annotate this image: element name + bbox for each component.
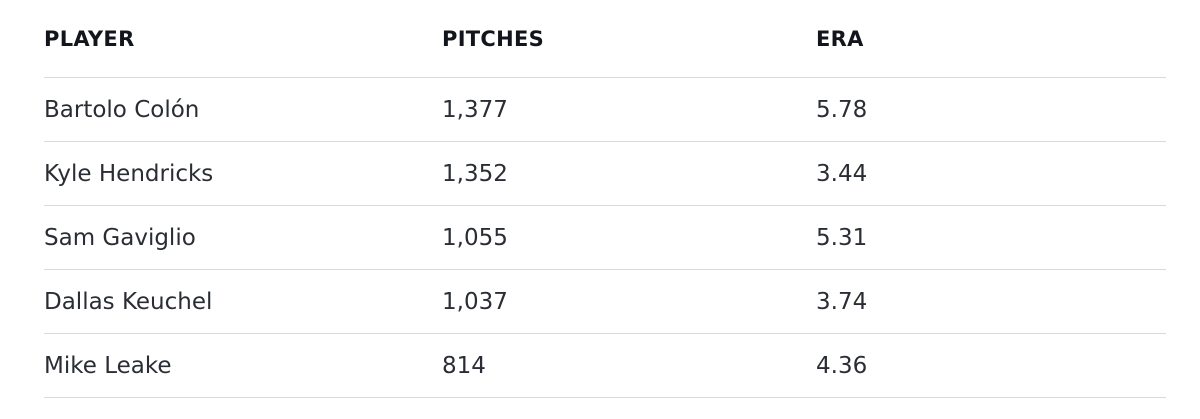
header-pitches: PITCHES xyxy=(442,0,816,78)
era-cell: 4.36 xyxy=(816,333,1166,398)
pitches-cell: 1,352 xyxy=(442,141,816,206)
era-cell: 5.31 xyxy=(816,205,1166,270)
era-cell: 3.44 xyxy=(816,141,1166,206)
pitches-cell: 1,055 xyxy=(442,205,816,270)
era-cell: 3.74 xyxy=(816,269,1166,334)
player-name-cell: Bartolo Colón xyxy=(44,77,442,142)
table-header-row: PLAYER PITCHES ERA xyxy=(44,0,1166,78)
player-name-cell: Mike Leake xyxy=(44,333,442,398)
player-name-cell: Sam Gaviglio xyxy=(44,205,442,270)
table-row: Kyle Hendricks 1,352 3.44 xyxy=(44,141,1166,206)
stats-table-container: PLAYER PITCHES ERA Bartolo Colón 1,377 5… xyxy=(44,0,1166,398)
header-player: PLAYER xyxy=(44,0,442,78)
pitches-cell: 814 xyxy=(442,333,816,398)
table-row: Dallas Keuchel 1,037 3.74 xyxy=(44,269,1166,334)
player-name-cell: Dallas Keuchel xyxy=(44,269,442,334)
table-row: Mike Leake 814 4.36 xyxy=(44,333,1166,398)
player-name-cell: Kyle Hendricks xyxy=(44,141,442,206)
pitches-cell: 1,377 xyxy=(442,77,816,142)
pitcher-stats-table: PLAYER PITCHES ERA Bartolo Colón 1,377 5… xyxy=(44,0,1166,398)
pitches-cell: 1,037 xyxy=(442,269,816,334)
header-era: ERA xyxy=(816,0,1166,78)
era-cell: 5.78 xyxy=(816,77,1166,142)
table-row: Bartolo Colón 1,377 5.78 xyxy=(44,77,1166,142)
table-row: Sam Gaviglio 1,055 5.31 xyxy=(44,205,1166,270)
